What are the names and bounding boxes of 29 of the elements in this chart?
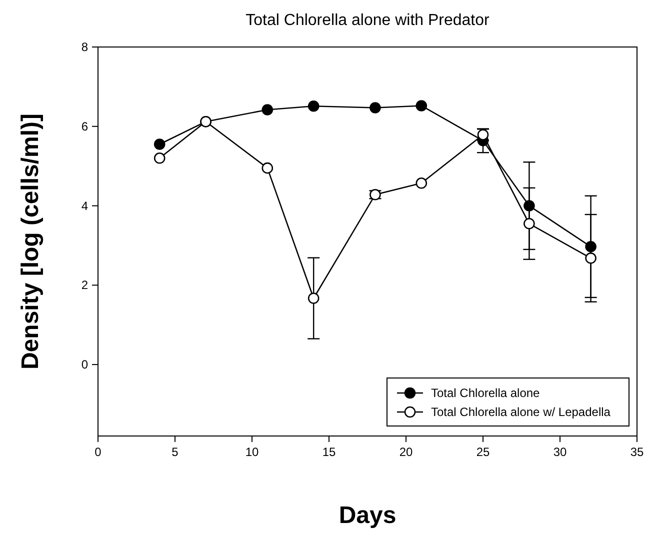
- y-tick-label: 4: [81, 198, 88, 213]
- x-tick-label: 0: [94, 445, 102, 459]
- x-tick-label: 20: [399, 445, 413, 459]
- point: [262, 104, 274, 116]
- point: [308, 292, 320, 304]
- x-tick-label: 25: [476, 445, 490, 459]
- y-tick-label: 8: [81, 40, 88, 54]
- x-tick-label: 35: [630, 445, 644, 459]
- point: [154, 152, 166, 164]
- legend-label: Total Chlorella alone: [431, 386, 540, 400]
- point: [308, 100, 320, 112]
- y-tick-label: 0: [81, 358, 88, 372]
- point: [416, 100, 428, 112]
- point: [524, 218, 535, 230]
- point: [370, 102, 381, 114]
- x-tick-label: 10: [245, 445, 259, 459]
- x-tick-label: 5: [172, 445, 179, 459]
- y-tick-label: 6: [81, 119, 88, 134]
- y-tick-label: 2: [81, 278, 88, 292]
- x-tick-label: 30: [553, 445, 567, 459]
- x-tick-label: 15: [322, 445, 336, 459]
- point: [585, 252, 596, 264]
- legend-label: Total Chlorella alone w/ Lepadella: [431, 405, 611, 419]
- chart-title: Total Chlorella alone with Predator: [246, 12, 490, 29]
- point: [416, 178, 428, 189]
- x-axis-title: Days: [338, 502, 396, 529]
- point: [262, 162, 274, 174]
- y-axis-title: Density [log (cells/ml)]: [17, 113, 44, 370]
- point: [154, 138, 166, 150]
